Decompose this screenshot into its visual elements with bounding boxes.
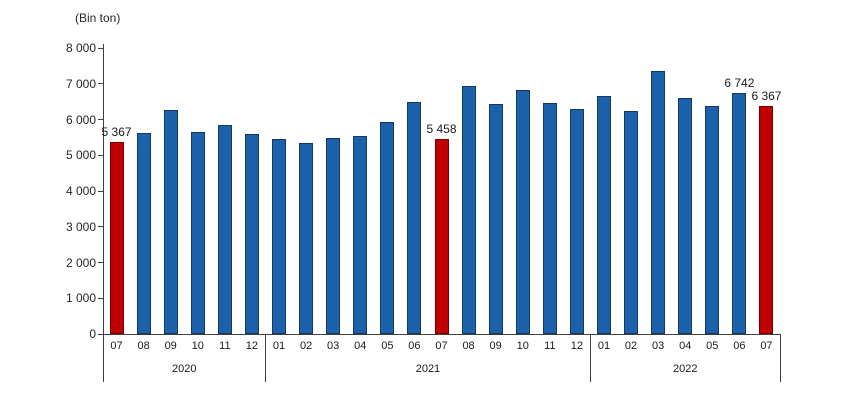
bar-03-2022 (651, 71, 666, 334)
x-axis-month-label: 03 (327, 340, 340, 352)
year-separator (780, 334, 781, 382)
bar-08-2021 (461, 85, 476, 334)
y-axis-tick-mark (98, 119, 103, 120)
value-label-07-2020: 5 367 (101, 125, 132, 140)
x-axis-year-label-2020: 2020 (171, 363, 197, 375)
y-axis-tick-mark (98, 333, 103, 335)
bar-08-2020 (136, 133, 151, 334)
x-axis-month-label: 06 (408, 340, 421, 352)
value-label-07-2021: 5 458 (426, 121, 457, 136)
y-axis-tick-label: 6 000 (65, 112, 96, 127)
x-axis-month-label: 06 (733, 340, 746, 352)
y-axis-tick-label: 5 000 (65, 148, 96, 163)
x-axis-month-label: 04 (679, 340, 692, 352)
bar-07-2020 (109, 142, 124, 334)
bar-07-2021 (434, 138, 449, 334)
x-axis-month-label: 11 (544, 340, 556, 352)
x-axis-line (103, 334, 781, 335)
bar-04-2021 (353, 135, 368, 334)
bar-06-2022 (732, 92, 747, 334)
bar-09-2021 (488, 104, 503, 334)
value-label-06-2022: 6 742 (724, 75, 755, 90)
x-axis-month-label: 10 (516, 340, 529, 352)
y-axis-tick-mark (98, 47, 103, 49)
x-axis-month-label: 03 (652, 340, 665, 352)
bar-11-2021 (542, 103, 557, 334)
y-axis-tick-mark (98, 226, 103, 228)
bar-02-2022 (624, 111, 639, 334)
y-axis-tick-mark (98, 190, 103, 192)
x-axis-month-label: 02 (624, 340, 638, 352)
year-separator (103, 334, 104, 382)
bar-12-2020 (244, 134, 259, 334)
bar-11-2020 (217, 124, 232, 334)
bar-05-2022 (705, 105, 720, 334)
y-axis-tick-label: 0 (89, 327, 96, 341)
x-axis-year-label-2022: 2022 (672, 363, 698, 375)
x-axis-month-label: 08 (137, 340, 150, 352)
y-axis-tick-label: 3 000 (65, 219, 96, 234)
x-axis-month-label: 08 (462, 340, 475, 352)
x-axis-month-label: 12 (570, 340, 584, 352)
bar-02-2021 (299, 142, 314, 334)
x-axis-month-label: 02 (299, 340, 313, 352)
bar-04-2022 (678, 98, 693, 334)
x-axis-month-label: 11 (219, 340, 231, 352)
bar-01-2022 (596, 96, 611, 334)
bar-07-2022 (759, 106, 774, 334)
x-axis-month-label: 04 (354, 340, 367, 352)
bar-01-2021 (272, 139, 287, 334)
x-axis-month-label: 07 (760, 340, 773, 352)
bar-10-2020 (190, 132, 205, 334)
y-axis-tick-label: 1 000 (65, 291, 96, 306)
y-axis-tick-label: 7 000 (65, 76, 96, 91)
value-label-07-2022: 6 367 (751, 89, 782, 104)
x-axis-month-label: 01 (597, 340, 611, 352)
x-axis-month-label: 10 (191, 340, 204, 352)
y-axis-tick-label: 2 000 (65, 255, 96, 270)
y-axis-tick-mark (98, 262, 103, 263)
year-separator (590, 334, 592, 382)
bar-12-2021 (569, 109, 584, 334)
bar-09-2020 (163, 109, 178, 334)
y-axis-line (103, 44, 104, 335)
x-axis-month-label: 09 (164, 340, 177, 352)
bar-06-2021 (407, 102, 422, 334)
bar-03-2021 (326, 137, 341, 334)
x-axis-month-label: 09 (489, 340, 502, 352)
x-axis-month-label: 05 (706, 340, 719, 352)
y-axis-tick-mark (98, 83, 103, 85)
y-axis-tick-mark (98, 297, 103, 299)
x-axis-month-label: 07 (110, 340, 123, 352)
y-axis-unit-label: (Bin ton) (75, 11, 121, 25)
bar-10-2021 (515, 90, 530, 334)
year-separator (265, 334, 267, 382)
x-axis-month-label: 07 (435, 340, 448, 352)
x-axis-year-label-2021: 2021 (415, 363, 441, 375)
y-axis-tick-label: 8 000 (65, 41, 96, 55)
x-axis-month-label: 01 (272, 340, 286, 352)
x-axis-month-label: 05 (381, 340, 394, 352)
x-axis-month-label: 12 (245, 340, 259, 352)
y-axis-tick-label: 4 000 (65, 184, 96, 198)
bar-05-2021 (380, 121, 395, 334)
y-axis-tick-mark (98, 154, 103, 156)
